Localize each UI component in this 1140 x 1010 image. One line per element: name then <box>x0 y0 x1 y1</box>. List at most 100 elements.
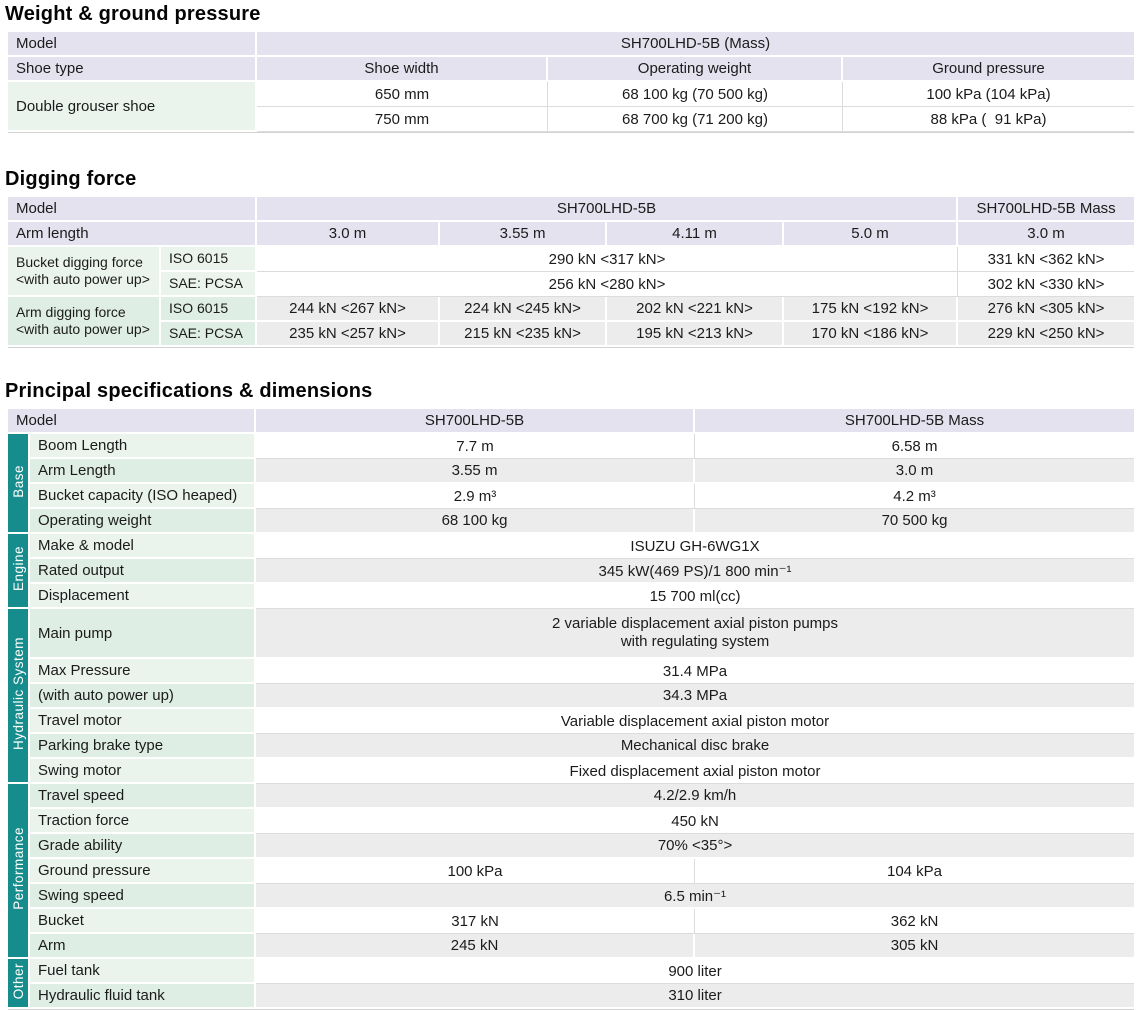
group-strip-hydraulic-system: Hydraulic System <box>8 609 30 784</box>
weight-table: Model SH700LHD-5B (Mass) Shoe type Shoe … <box>8 32 1134 133</box>
fuel-tank-label: Fuel tank <box>30 959 257 984</box>
digging-arm-length-row: Arm length 3.0 m 3.55 m 4.11 m 5.0 m 3.0… <box>8 222 1135 247</box>
operating-weight-std: 68 100 kg <box>256 509 696 534</box>
digging-model-label: Model <box>8 197 258 222</box>
spec-row-operating-weight: Operating weight 68 100 kg 70 500 kg <box>8 509 1135 534</box>
bucket-capacity-std: 2.9 m³ <box>256 484 696 509</box>
bucket-sae-mass-value: 302 kN <330 kN> <box>958 272 1135 297</box>
weight-column-header-row: Shoe type Shoe width Operating weight Gr… <box>8 57 1134 82</box>
digging-model-mass: SH700LHD-5B Mass <box>958 197 1135 222</box>
bucket-sae-value: 256 kN <280 kN> <box>257 272 959 297</box>
grade-ability-label: Grade ability <box>30 834 257 859</box>
weight-model-value: SH700LHD-5B (Mass) <box>257 32 1134 57</box>
shoe-width-650-value: 650 mm <box>257 82 548 107</box>
arm-iso-value-3: 202 kN <221 kN> <box>607 297 785 322</box>
rated-output-value: 345 kW(469 PS)/1 800 min⁻¹ <box>256 559 1135 584</box>
operating-weight-750-value: 68 700 kg (71 200 kg) <box>548 107 843 132</box>
weight-shoe-type-label: Double grouser shoe <box>8 82 257 132</box>
parking-brake-value: Mechanical disc brake <box>256 734 1135 759</box>
spec-row-main-pump: Hydraulic System Main pump 2 variable di… <box>8 609 1135 784</box>
arm-length-3.55: 3.55 m <box>440 222 608 247</box>
max-pressure-value: 31.4 MPa <box>256 659 1135 684</box>
specs-model-label: Model <box>8 409 257 434</box>
boom-length-std: 7.7 m <box>256 434 696 459</box>
bucket-iso-label: ISO 6015 <box>161 247 258 272</box>
spec-row-rated-output: Rated output 345 kW(469 PS)/1 800 min⁻¹ <box>8 559 1135 584</box>
arm-length-std: 3.55 m <box>256 459 696 484</box>
bucket-capacity-label: Bucket capacity (ISO heaped) <box>30 484 257 509</box>
weight-data-row: 750 mm 68 700 kg (71 200 kg) 88 kPa ( 91… <box>8 107 1134 132</box>
make-model-value: ISUZU GH-6WG1X <box>256 534 1135 559</box>
arm-length-label: Arm length <box>8 222 258 247</box>
swing-motor-label: Swing motor <box>30 759 257 784</box>
displacement-label: Displacement <box>30 584 257 609</box>
arm-digging-force-label-line2: <with auto power up> <box>16 321 150 337</box>
specs-model-mass: SH700LHD-5B Mass <box>695 409 1135 434</box>
arm-length-3.0: 3.0 m <box>257 222 441 247</box>
bucket-iso-row: Bucket digging force <with auto power up… <box>8 247 1135 297</box>
group-label-base: Base <box>10 464 26 498</box>
arm-digging-force-label: Arm digging force <with auto power up> <box>8 297 161 347</box>
auto-power-up-value: 34.3 MPa <box>256 684 1135 709</box>
travel-motor-value: Variable displacement axial piston motor <box>256 709 1135 734</box>
arm-length-mass: 3.0 m <box>695 459 1135 484</box>
group-strip-base: Base <box>8 434 30 534</box>
arm-length-mass-3.0: 3.0 m <box>958 222 1135 247</box>
group-strip-engine: Engine <box>8 534 30 609</box>
spec-row-swing-motor: Swing motor Fixed displacement axial pis… <box>8 759 1135 784</box>
spec-row-make-model: Engine Make & model ISUZU GH-6WG1X <box>8 534 1135 609</box>
swing-speed-label: Swing speed <box>30 884 257 909</box>
bucket-sae-label: SAE: PCSA <box>161 272 258 297</box>
bucket-iso-mass-value: 331 kN <362 kN> <box>958 247 1135 272</box>
swing-motor-value: Fixed displacement axial piston motor <box>256 759 1135 784</box>
spec-row-travel-speed: Performance Travel speed 4.2/2.9 km/h <box>8 784 1135 959</box>
arm-iso-row: Arm digging force <with auto power up> I… <box>8 297 1135 347</box>
swing-speed-value: 6.5 min⁻¹ <box>256 884 1135 909</box>
bucket-force-std: 317 kN <box>256 909 696 934</box>
max-pressure-label: Max Pressure <box>30 659 257 684</box>
boom-length-label: Boom Length <box>30 434 257 459</box>
spec-row-boom-length: Base Boom Length 7.7 m 6.58 m <box>8 434 1135 534</box>
operating-weight-650-value: 68 100 kg (70 500 kg) <box>548 82 843 107</box>
ground-pressure-label: Ground pressure <box>30 859 257 884</box>
operating-weight-mass: 70 500 kg <box>695 509 1135 534</box>
spec-row-hydraulic-fluid-tank: Hydraulic fluid tank 310 liter <box>8 984 1135 1009</box>
spec-row-max-pressure: Max Pressure 31.4 MPa <box>8 659 1135 684</box>
arm-sae-value-3: 195 kN <213 kN> <box>607 322 785 347</box>
bucket-digging-force-label-line1: Bucket digging force <box>16 254 143 270</box>
parking-brake-label: Parking brake type <box>30 734 257 759</box>
specs-table: Model SH700LHD-5B SH700LHD-5B Mass Base … <box>8 409 1135 1010</box>
displacement-value: 15 700 ml(cc) <box>256 584 1135 609</box>
arm-force-label: Arm <box>30 934 257 959</box>
weight-data-row: Double grouser shoe 650 mm 68 100 kg (70… <box>8 82 1134 132</box>
ground-pressure-mass: 104 kPa <box>695 859 1135 884</box>
weight-model-label: Model <box>8 32 257 57</box>
spec-row-arm-length: Arm Length 3.55 m 3.0 m <box>8 459 1135 484</box>
spec-row-swing-speed: Swing speed 6.5 min⁻¹ <box>8 884 1135 909</box>
arm-iso-value-2: 224 kN <245 kN> <box>440 297 608 322</box>
operating-weight-label: Operating weight <box>30 509 257 534</box>
group-strip-performance: Performance <box>8 784 30 959</box>
hydraulic-fluid-tank-value: 310 liter <box>256 984 1135 1009</box>
spec-row-fuel-tank: Other Fuel tank 900 liter <box>8 959 1135 1009</box>
weight-col-ground-pressure: Ground pressure <box>843 57 1134 82</box>
digging-model-row: Model SH700LHD-5B SH700LHD-5B Mass <box>8 197 1135 222</box>
bucket-iso-value: 290 kN <317 kN> <box>257 247 959 272</box>
digging-section-title: Digging force <box>5 168 137 190</box>
travel-speed-label: Travel speed <box>30 784 257 809</box>
auto-power-up-label: (with auto power up) <box>30 684 257 709</box>
digging-force-table: Model SH700LHD-5B SH700LHD-5B Mass Arm l… <box>8 197 1135 348</box>
bucket-force-label: Bucket <box>30 909 257 934</box>
bucket-digging-force-label: Bucket digging force <with auto power up… <box>8 247 161 297</box>
arm-force-std: 245 kN <box>256 934 696 959</box>
travel-speed-value: 4.2/2.9 km/h <box>256 784 1135 809</box>
arm-iso-label: ISO 6015 <box>161 297 258 322</box>
weight-col-operating-weight: Operating weight <box>548 57 843 82</box>
spec-row-bucket-capacity: Bucket capacity (ISO heaped) 2.9 m³ 4.2 … <box>8 484 1135 509</box>
fuel-tank-value: 900 liter <box>256 959 1135 984</box>
traction-force-value: 450 kN <box>256 809 1135 834</box>
travel-motor-label: Travel motor <box>30 709 257 734</box>
spec-row-auto-power-up: (with auto power up) 34.3 MPa <box>8 684 1135 709</box>
boom-length-mass: 6.58 m <box>695 434 1135 459</box>
